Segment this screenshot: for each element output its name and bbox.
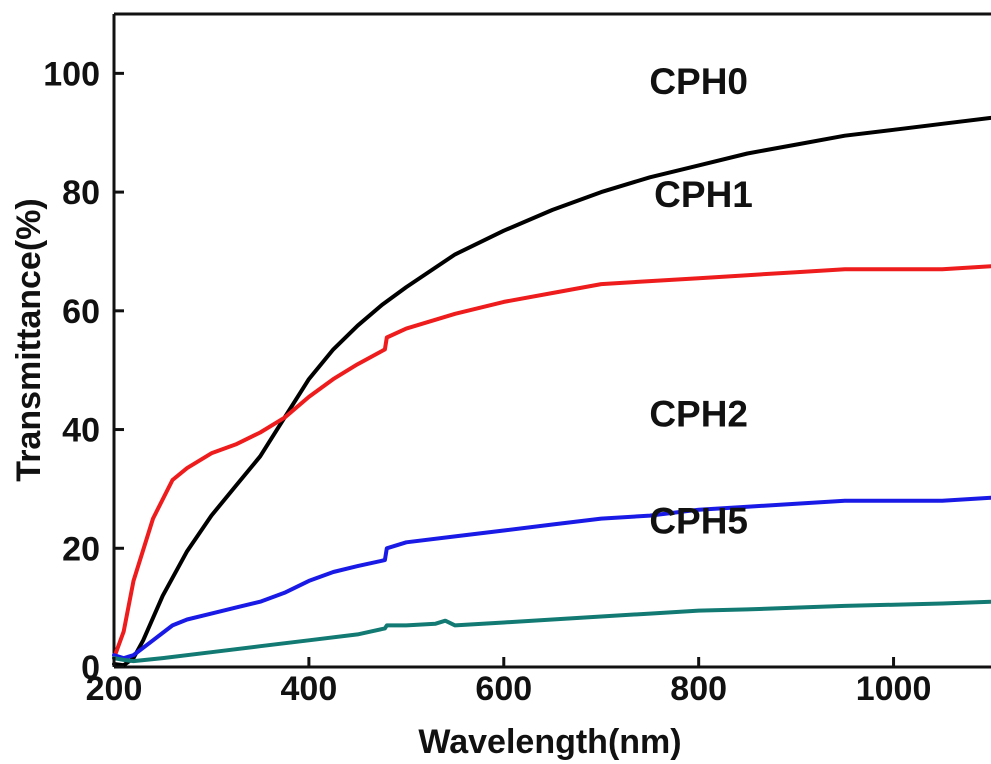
- x-axis-title: Wavelength(nm): [418, 723, 681, 761]
- series-line-cph5: [112, 599, 991, 664]
- x-tick-label: 400: [281, 670, 338, 708]
- x-tick-label: 200: [86, 670, 143, 708]
- y-axis-title: Transmittance(%): [10, 198, 48, 481]
- x-tick-label: 600: [475, 670, 532, 708]
- series-label-cph5: CPH5: [649, 500, 748, 541]
- series-label-cph2: CPH2: [649, 394, 748, 435]
- series-line-cph1: [112, 264, 991, 661]
- ticks-layer: 200 400 600 800 1000 0 20 40 60 80 100: [43, 55, 931, 708]
- series-labels-layer: CPH0 CPH1 CPH2 CPH5: [649, 61, 753, 541]
- series-label-cph0: CPH0: [649, 61, 748, 102]
- y-tick-label: 100: [43, 55, 100, 93]
- chart-axes: [112, 12, 991, 669]
- y-tick-label: 20: [62, 530, 100, 568]
- y-tick-label: 60: [62, 293, 100, 331]
- y-tick-label: 80: [62, 174, 100, 212]
- series-line-cph0: [112, 115, 991, 668]
- y-tick-label: 0: [81, 649, 100, 687]
- x-tick-label: 1000: [856, 670, 932, 708]
- series-line-cph2: [112, 495, 991, 661]
- x-tick-label: 800: [670, 670, 727, 708]
- series-label-cph1: CPH1: [654, 174, 753, 215]
- y-tick-label: 40: [62, 412, 100, 450]
- series-layer: [112, 115, 991, 668]
